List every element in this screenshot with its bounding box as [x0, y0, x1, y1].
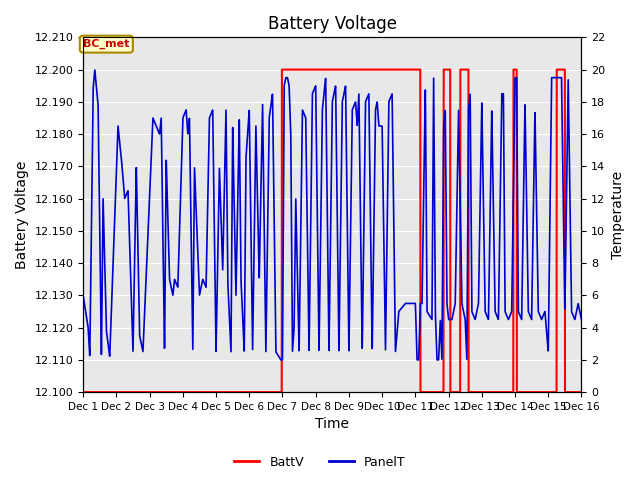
X-axis label: Time: Time: [316, 418, 349, 432]
Legend: BattV, PanelT: BattV, PanelT: [229, 451, 411, 474]
Y-axis label: Battery Voltage: Battery Voltage: [15, 160, 29, 269]
Y-axis label: Temperature: Temperature: [611, 171, 625, 259]
Title: Battery Voltage: Battery Voltage: [268, 15, 397, 33]
Text: BC_met: BC_met: [83, 39, 129, 49]
